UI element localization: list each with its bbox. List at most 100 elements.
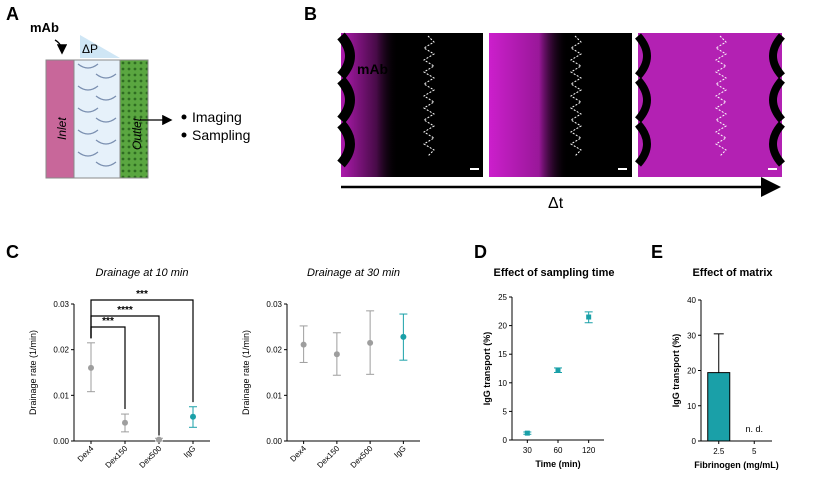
- bullet-imaging: Imaging: [192, 109, 242, 125]
- y-tick-label: 0.01: [266, 391, 282, 400]
- inlet-label: Inlet: [55, 117, 69, 140]
- data-point: [333, 351, 340, 358]
- chart-drainage-30min: Drainage at 30 min 0.00 0.01 0.02 0.03 Draina…: [241, 267, 420, 470]
- significance-label: ***: [102, 316, 114, 327]
- chart-title: Drainage at 10 min: [96, 267, 189, 279]
- inlet-channel: [45, 59, 75, 179]
- panel-d: D Effect of sampling time 0 5 10 15 20 25 IgG t…: [474, 242, 615, 469]
- chart-title: Effect of matrix: [692, 267, 773, 279]
- x-tick-label: Dex500: [349, 444, 375, 470]
- panel-a-letter: A: [6, 4, 19, 24]
- x-axis-label: Time (min): [535, 459, 580, 469]
- y-tick-label: 0: [692, 437, 697, 446]
- significance-label: ****: [117, 305, 133, 316]
- y-axis-label: IgG transport (%): [671, 334, 681, 408]
- y-tick-label: 40: [687, 296, 696, 305]
- micrograph-1: mAb LEC: [337, 32, 483, 177]
- posts-right: [95, 73, 117, 167]
- x-tick-label: Dex4: [76, 444, 96, 464]
- chart-title: Effect of sampling time: [493, 267, 614, 279]
- panel-a: A mAb ΔP Inlet Outlet Imaging Sampling: [6, 4, 250, 179]
- y-tick-label: 15: [498, 350, 507, 359]
- panel-b-letter: B: [304, 4, 317, 24]
- panel-b: B mAb LEC Δt: [304, 4, 786, 212]
- outlet-channel: [119, 59, 149, 179]
- data-point: [156, 436, 162, 443]
- scale-bar: [470, 168, 479, 170]
- pressure-label: ΔP: [82, 42, 98, 56]
- outlet-label: Outlet: [130, 117, 144, 150]
- x-axis-label: Fibrinogen (mg/mL): [694, 460, 779, 470]
- y-tick-label: 0: [503, 436, 508, 445]
- x-tick-label: 5: [752, 447, 757, 456]
- mab-arrow: [54, 39, 68, 55]
- y-tick-label: 0.03: [53, 300, 69, 309]
- y-tick-label: 0.00: [53, 437, 69, 446]
- chart-title: Drainage at 30 min: [307, 267, 400, 279]
- y-axis-label: Drainage rate (1/min): [241, 330, 251, 415]
- y-tick-label: 0.02: [53, 346, 69, 355]
- y-tick-label: 30: [687, 331, 696, 340]
- y-tick-label: 0.02: [266, 346, 282, 355]
- bullet-dot: [181, 114, 187, 120]
- y-tick-label: 20: [498, 322, 507, 331]
- data-point: [88, 364, 94, 371]
- data-point: [555, 367, 561, 373]
- data-point: [400, 333, 407, 340]
- x-tick-label: 120: [582, 446, 596, 455]
- x-tick-label: Dex500: [138, 444, 164, 470]
- mab-label: mAb: [30, 20, 59, 35]
- data-point: [586, 314, 592, 320]
- mab-signal-label: mAb: [357, 61, 388, 77]
- y-tick-label: 5: [503, 407, 508, 416]
- bullet-sampling: Sampling: [192, 127, 250, 143]
- micrograph-3: [634, 33, 786, 177]
- data-point: [122, 419, 128, 426]
- x-tick-label: 30: [523, 446, 532, 455]
- scale-bar: [618, 168, 627, 170]
- panel-e: E Effect of matrix 0 10 20 30 40 IgG transport…: [651, 242, 779, 470]
- data-point: [190, 413, 196, 420]
- y-axis-label: Drainage rate (1/min): [28, 330, 38, 415]
- time-label: Δt: [548, 195, 564, 212]
- not-detected-label: n. d.: [745, 424, 763, 434]
- x-tick-label: IgG: [392, 444, 407, 459]
- panel-d-letter: D: [474, 242, 487, 262]
- chart-drainage-10min: Drainage at 10 min 0.00 0.01 0.02 0.03 Draina…: [28, 267, 210, 470]
- significance-bracket: [90, 326, 126, 410]
- x-tick-label: IgG: [182, 444, 197, 459]
- y-axis-label: IgG transport (%): [482, 332, 492, 406]
- x-tick-label: Dex150: [315, 444, 341, 470]
- panel-e-letter: E: [651, 242, 663, 262]
- x-tick-label: 60: [554, 446, 563, 455]
- bar: [707, 372, 731, 442]
- y-tick-label: 25: [498, 293, 507, 302]
- lec-label: LEC: [440, 145, 468, 161]
- y-tick-label: 0.01: [53, 391, 69, 400]
- pressure-wedge: [80, 35, 120, 58]
- bullet-dot: [181, 132, 187, 138]
- x-tick-label: Dex4: [288, 444, 308, 464]
- panel-c-letter: C: [6, 242, 19, 262]
- x-tick-label: 2.5: [713, 447, 725, 456]
- y-tick-label: 0.03: [266, 300, 282, 309]
- data-point: [367, 339, 374, 346]
- significance-label: ***: [136, 289, 148, 300]
- scale-bar: [768, 168, 777, 170]
- y-tick-label: 10: [498, 379, 507, 388]
- posts-left: [77, 63, 99, 157]
- channel-boundary: [570, 35, 582, 157]
- data-point: [300, 341, 307, 348]
- panel-c: C Drainage at 10 min0.000.010.020.03Drai…: [6, 242, 420, 470]
- channel-boundary: [715, 35, 727, 157]
- y-tick-label: 0.00: [266, 437, 282, 446]
- channel-boundary: [423, 35, 435, 157]
- y-tick-label: 20: [687, 367, 696, 376]
- chart-matrix: Effect of matrix 0 10 20 30 40 IgG transport (…: [671, 267, 779, 470]
- data-point: [524, 430, 530, 436]
- micrograph-2: [489, 33, 632, 177]
- x-tick-label: Dex150: [104, 444, 130, 470]
- significance-bracket: [90, 299, 194, 403]
- y-tick-label: 10: [687, 402, 696, 411]
